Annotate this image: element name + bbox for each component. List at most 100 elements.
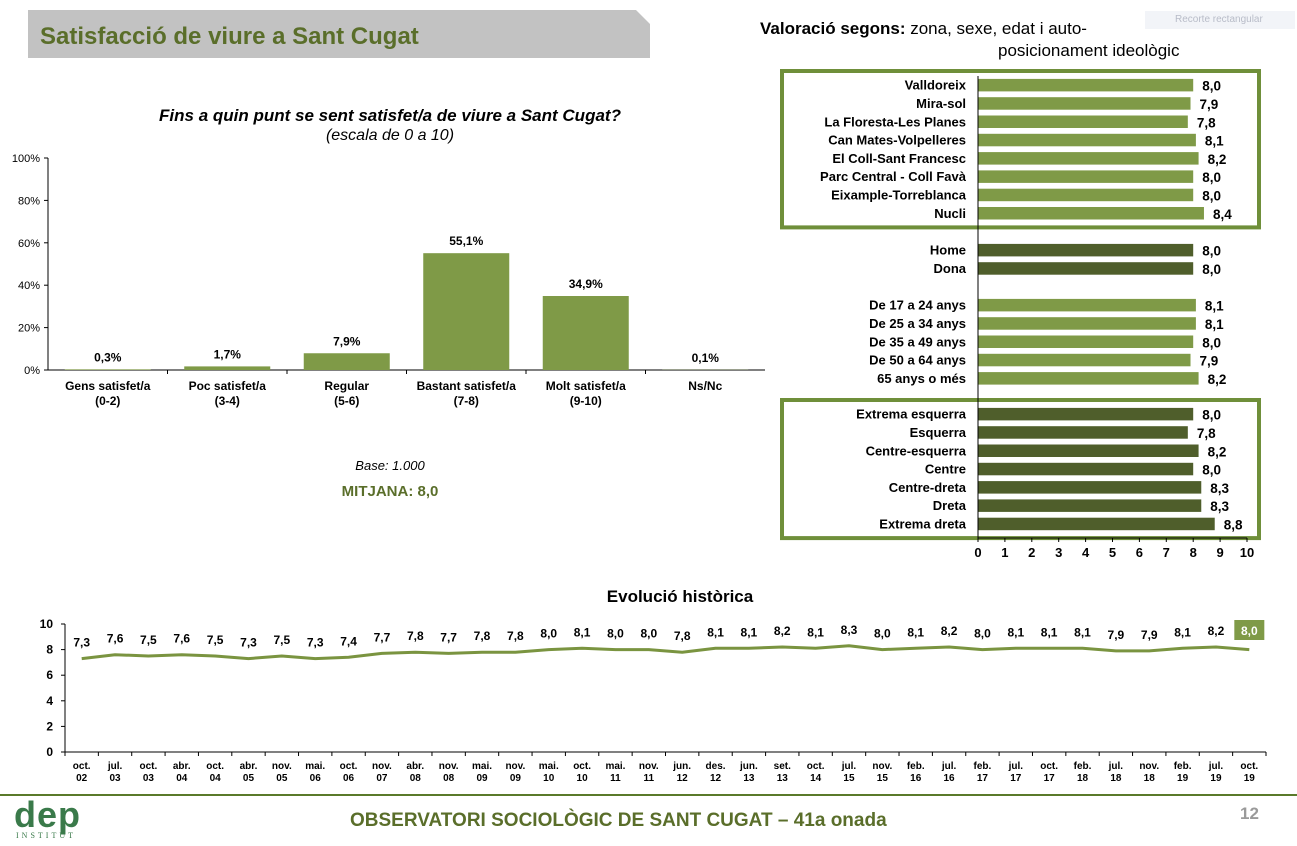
valoracio-title-bold: Valoració segons:: [760, 19, 906, 38]
point-value-label: 8,1: [807, 625, 824, 639]
point-value-label: 8,1: [574, 625, 591, 639]
logo-subtitle: INSTITUT: [16, 831, 76, 840]
hbar-value-label: 8,1: [1205, 317, 1224, 332]
point-value-label: 7,5: [207, 633, 224, 647]
hbar: [978, 517, 1215, 531]
point-value-label: 8,2: [941, 624, 958, 638]
x-tick-label-month: nov.: [272, 761, 292, 772]
footer-title: OBSERVATORI SOCIOLÒGIC DE SANT CUGAT – 4…: [350, 810, 887, 831]
point-value-label: 8,0: [607, 627, 624, 641]
hbar-value-label: 8,0: [1202, 335, 1221, 350]
logo-word: dep: [14, 794, 82, 835]
category-label: Bastant satisfet/a: [417, 379, 517, 393]
bar: [423, 253, 510, 370]
hbar-value-label: 8,1: [1205, 299, 1224, 314]
bar: [64, 369, 151, 370]
point-value-label: 7,3: [73, 636, 90, 650]
x-tick-label: 8: [1190, 545, 1197, 560]
x-tick-label-year: 07: [376, 773, 388, 784]
x-tick-label-year: 03: [109, 773, 121, 784]
segment-label: Centre: [925, 462, 966, 477]
bar: [184, 366, 271, 370]
segment-label: El Coll-Sant Francesc: [832, 151, 966, 166]
hbar: [978, 152, 1199, 165]
segment-label: Can Mates-Volpelleres: [828, 133, 966, 148]
category-label-range: (0-2): [95, 394, 120, 408]
x-tick-label-year: 09: [476, 773, 488, 784]
x-tick-label-month: feb.: [907, 761, 925, 772]
bar-value-label: 0,1%: [692, 351, 720, 365]
hbar: [978, 407, 1194, 421]
point-value-label: 8,1: [907, 625, 924, 639]
x-tick-label-month: abr.: [240, 761, 258, 772]
hbar: [978, 335, 1194, 348]
segment-label: Nucli: [934, 206, 966, 221]
x-tick-label-year: 09: [510, 773, 522, 784]
segment-label: Dona: [934, 261, 967, 276]
x-tick-label-year: 13: [777, 773, 789, 784]
point-value-label: 8,1: [1174, 625, 1191, 639]
chart-question: Fins a quin punt se sent satisfet/a de v…: [159, 106, 621, 125]
hbar-value-label: 8,2: [1208, 444, 1227, 459]
hbar: [978, 317, 1196, 330]
x-tick-label-year: 04: [176, 773, 188, 784]
x-tick-label-year: 10: [577, 773, 589, 784]
x-tick-label: 9: [1216, 545, 1223, 560]
x-tick-label-year: 12: [677, 773, 689, 784]
hbar: [978, 372, 1199, 385]
hbar-value-label: 7,8: [1197, 426, 1216, 441]
category-label: Gens satisfet/a: [65, 379, 151, 393]
x-tick-label: 5: [1109, 545, 1116, 560]
x-tick-label-year: 13: [743, 773, 755, 784]
x-tick-label-year: 14: [810, 773, 822, 784]
base-note: Base: 1.000: [355, 458, 425, 473]
valoracio-title-rest: zona, sexe, edat i auto-: [905, 19, 1087, 38]
point-value-label: 7,3: [307, 636, 324, 650]
bar-value-label: 55,1%: [449, 234, 483, 248]
x-tick-label-month: oct.: [73, 761, 91, 772]
category-label-range: (9-10): [570, 394, 602, 408]
hbar-value-label: 7,9: [1200, 97, 1219, 112]
point-value-label: 7,8: [674, 629, 691, 643]
segment-label: Dreta: [933, 498, 967, 513]
y-tick-label: 100%: [12, 153, 40, 165]
hbar: [978, 462, 1194, 476]
hbar-value-label: 8,4: [1213, 207, 1232, 222]
x-tick-label-year: 19: [1210, 773, 1222, 784]
x-tick-label-month: feb.: [974, 761, 992, 772]
point-value-label: 7,9: [1141, 628, 1158, 642]
point-value-label: 7,6: [173, 632, 190, 646]
hbar: [978, 499, 1202, 512]
hbar-value-label: 8,0: [1202, 463, 1221, 478]
x-tick-label-year: 15: [877, 773, 889, 784]
x-tick-label: 10: [1240, 545, 1254, 560]
y-tick-label: 4: [46, 694, 53, 708]
x-tick-label-year: 05: [276, 773, 288, 784]
x-tick-label-year: 15: [843, 773, 855, 784]
segment-label: Home: [930, 243, 966, 258]
category-label: Molt satisfet/a: [546, 379, 626, 393]
hbar: [978, 207, 1204, 220]
mean-note: MITJANA: 8,0: [341, 483, 439, 500]
segment-label: De 25 a 34 anys: [869, 316, 966, 331]
hbar-value-label: 8,0: [1202, 170, 1221, 185]
point-value-label: 7,8: [507, 629, 524, 643]
segment-label: Extrema esquerra: [856, 407, 967, 422]
x-tick-label-year: 17: [1044, 773, 1056, 784]
point-value-label: 8,0: [640, 627, 657, 641]
x-tick-label: 4: [1082, 545, 1090, 560]
point-value-label: 7,8: [474, 629, 491, 643]
hbar-value-label: 8,1: [1205, 134, 1224, 149]
hbar-value-label: 8,3: [1210, 481, 1229, 496]
x-tick-label-month: mai.: [605, 761, 625, 772]
hbar-value-label: 8,0: [1202, 188, 1221, 203]
x-tick-label-year: 17: [1010, 773, 1022, 784]
bar-value-label: 1,7%: [214, 347, 242, 361]
point-value-label: 7,6: [107, 632, 124, 646]
x-tick-label-month: feb.: [1074, 761, 1092, 772]
y-tick-label: 8: [46, 643, 53, 657]
y-tick-label: 60%: [18, 238, 40, 250]
segment-label: Parc Central - Coll Favà: [820, 169, 967, 184]
hbar: [978, 353, 1191, 367]
segment-label: Eixample-Torreblanca: [831, 187, 967, 202]
